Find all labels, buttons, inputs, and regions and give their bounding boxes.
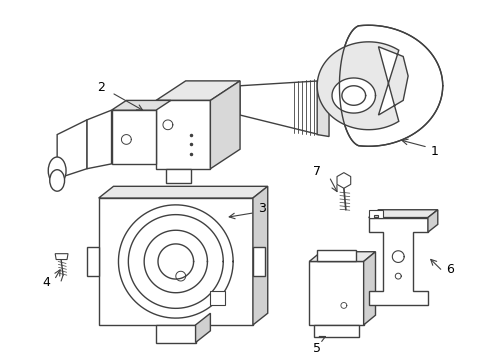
Polygon shape xyxy=(210,291,225,305)
Text: 7: 7 xyxy=(313,165,321,178)
Text: 1: 1 xyxy=(431,145,439,158)
Polygon shape xyxy=(332,78,375,113)
Ellipse shape xyxy=(50,170,65,191)
Polygon shape xyxy=(428,210,438,232)
Polygon shape xyxy=(55,254,68,260)
Text: 5: 5 xyxy=(313,342,321,355)
Polygon shape xyxy=(253,247,265,276)
Polygon shape xyxy=(156,325,196,342)
Polygon shape xyxy=(210,81,240,169)
Text: 2: 2 xyxy=(97,81,104,94)
Polygon shape xyxy=(364,252,375,325)
Polygon shape xyxy=(98,186,268,198)
Text: 4: 4 xyxy=(42,276,50,289)
Polygon shape xyxy=(309,252,375,261)
Ellipse shape xyxy=(48,157,66,184)
Text: 6: 6 xyxy=(446,263,454,276)
Polygon shape xyxy=(98,198,253,325)
Polygon shape xyxy=(156,81,240,100)
Polygon shape xyxy=(87,110,112,169)
Polygon shape xyxy=(240,81,319,135)
Polygon shape xyxy=(340,25,443,146)
Polygon shape xyxy=(196,313,210,342)
Polygon shape xyxy=(87,247,98,276)
Polygon shape xyxy=(309,261,364,325)
Polygon shape xyxy=(314,325,359,337)
Text: 3: 3 xyxy=(258,202,266,215)
Polygon shape xyxy=(112,100,171,110)
Polygon shape xyxy=(368,210,383,217)
Polygon shape xyxy=(166,169,191,183)
Polygon shape xyxy=(368,210,438,217)
Polygon shape xyxy=(112,110,156,164)
Polygon shape xyxy=(253,186,268,325)
Polygon shape xyxy=(317,42,408,130)
Polygon shape xyxy=(337,173,351,188)
Polygon shape xyxy=(119,205,233,318)
Polygon shape xyxy=(317,250,356,261)
Polygon shape xyxy=(317,81,329,136)
Polygon shape xyxy=(156,100,210,169)
Polygon shape xyxy=(368,217,428,305)
Polygon shape xyxy=(57,120,87,179)
